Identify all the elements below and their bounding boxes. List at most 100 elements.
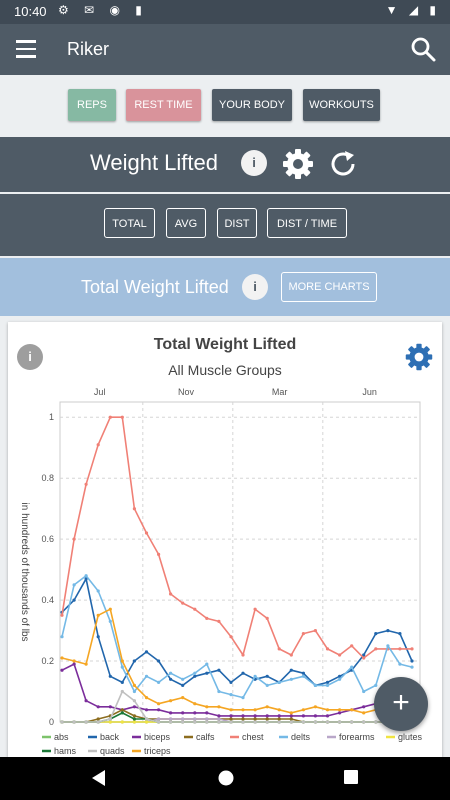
data-point-biceps [325, 714, 330, 718]
data-point-triceps [241, 708, 245, 712]
x-tick-label: Nov [178, 387, 195, 397]
data-point-back [325, 680, 330, 684]
data-point-quads [157, 720, 161, 724]
data-point-back [205, 671, 209, 675]
y-tick-label: 0.4 [41, 595, 54, 605]
data-point-triceps [350, 708, 354, 712]
legend-label-back: back [100, 732, 120, 742]
data-point-triceps [313, 705, 317, 709]
data-point-back [132, 659, 136, 663]
status-bar: 10:40 ⚙ ✉ ◉ ▮ ▼ ◢ ▮ [0, 0, 450, 24]
data-point-biceps [96, 705, 100, 709]
chart-info-icon[interactable]: i [242, 274, 268, 300]
data-point-biceps [108, 705, 112, 709]
data-point-triceps [277, 708, 281, 712]
recents-icon[interactable] [343, 769, 359, 785]
your-body-button[interactable]: YOUR BODY [212, 89, 292, 121]
data-point-delts [181, 677, 185, 681]
data-point-delts [132, 689, 136, 694]
reps-button[interactable]: REPS [68, 89, 116, 121]
data-point-back [217, 668, 221, 672]
data-point-biceps [229, 714, 233, 718]
data-point-chest [144, 531, 149, 535]
data-point-quads [144, 717, 149, 721]
data-point-chest [289, 653, 293, 657]
data-point-back [265, 674, 269, 678]
data-point-biceps [362, 705, 366, 709]
data-point-biceps [84, 699, 88, 703]
rest-time-button[interactable]: REST TIME [126, 89, 201, 121]
home-icon[interactable] [217, 769, 235, 787]
avg-filter-button[interactable]: AVG [166, 208, 206, 238]
data-point-biceps [72, 662, 76, 666]
data-point-chest [96, 443, 100, 447]
data-point-biceps [193, 711, 197, 715]
data-point-delts [72, 583, 76, 587]
total-filter-button[interactable]: TOTAL [104, 208, 155, 238]
data-point-delts [362, 689, 366, 694]
data-point-triceps [193, 702, 197, 706]
app-bar: Riker [0, 24, 450, 75]
data-point-calfs [277, 717, 281, 721]
data-point-quads [241, 720, 245, 724]
back-icon[interactable] [90, 769, 108, 787]
card-info-icon[interactable]: i [17, 344, 43, 370]
refresh-icon[interactable] [327, 148, 359, 180]
data-point-glutes [132, 720, 136, 724]
system-icons: ▼ ◢ ▮ [385, 3, 440, 17]
data-point-biceps [60, 668, 64, 672]
data-point-delts [108, 619, 112, 623]
data-point-triceps [301, 708, 305, 712]
system-nav-bar [0, 757, 450, 800]
data-point-biceps [289, 714, 293, 718]
data-point-quads [169, 720, 173, 724]
line-chart: 0 0.2 0.4 0.6 0.8 1 Jul Nov Mar Jun in hundreds of… [19, 387, 423, 756]
data-point-delts [325, 683, 330, 687]
data-point-back [241, 671, 245, 675]
dist-filter-button[interactable]: DIST [217, 208, 257, 238]
data-point-triceps [289, 711, 293, 715]
data-point-triceps [181, 696, 185, 700]
chart-card: i Total Weight Lifted All Muscle Groups … [8, 322, 442, 757]
dist-time-filter-button[interactable]: DIST / TIME [267, 208, 347, 238]
data-point-glutes [120, 720, 124, 724]
workouts-button[interactable]: WORKOUTS [303, 89, 380, 121]
data-point-back [144, 650, 149, 654]
data-point-quads [313, 720, 317, 724]
more-charts-button[interactable]: MORE CHARTS [281, 272, 377, 302]
chart-settings-gear-icon[interactable] [404, 342, 434, 372]
data-point-biceps [265, 714, 269, 718]
menu-icon[interactable] [16, 40, 36, 58]
info-icon[interactable]: i [241, 150, 267, 176]
data-point-delts [169, 671, 173, 675]
plot-frame [59, 401, 421, 723]
data-point-biceps [144, 708, 149, 712]
data-point-hams [120, 711, 124, 715]
data-point-quads [350, 720, 354, 724]
data-point-triceps [96, 613, 100, 617]
data-point-chest [169, 592, 173, 596]
data-point-quads [325, 720, 330, 724]
data-point-chest [410, 647, 414, 651]
chart-title: Total Weight Lifted [153, 336, 297, 353]
status-time: 10:40 [14, 4, 47, 19]
add-fab-button[interactable]: + [374, 677, 428, 731]
data-point-calfs [132, 714, 136, 718]
data-point-chest [374, 647, 378, 651]
data-point-delts [144, 674, 149, 678]
data-point-delts [229, 693, 233, 697]
search-icon[interactable] [410, 36, 436, 62]
data-point-delts [241, 696, 245, 700]
data-point-chest [398, 647, 402, 651]
data-point-triceps [205, 705, 209, 709]
legend-label-abs: abs [54, 732, 69, 742]
data-point-hams [132, 717, 136, 721]
data-point-biceps [157, 708, 161, 712]
data-point-delts [265, 683, 269, 687]
y-tick-label: 0.8 [41, 473, 54, 483]
data-point-calfs [96, 717, 100, 721]
data-point-glutes [144, 720, 149, 724]
data-point-back [108, 674, 112, 678]
settings-gear-icon[interactable] [281, 147, 315, 181]
data-point-back [96, 635, 100, 639]
